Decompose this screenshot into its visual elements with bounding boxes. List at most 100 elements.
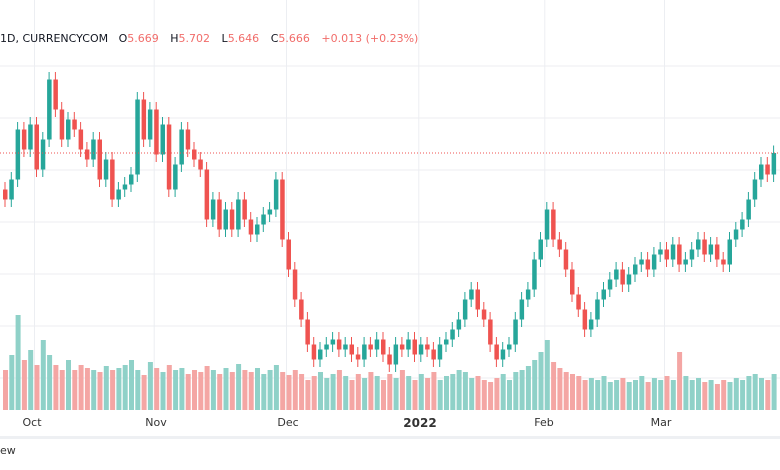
volume-bar (15, 315, 21, 410)
candle-body (740, 219, 745, 230)
high-value: 5.702 (178, 32, 211, 45)
candle-body (450, 329, 455, 340)
volume-bar (393, 378, 399, 410)
candle-body (765, 164, 770, 175)
candle-body (311, 344, 317, 360)
candle-body (141, 99, 147, 140)
x-tick-nov: Nov (145, 416, 167, 429)
volume-bar (229, 372, 235, 410)
candle-body (330, 339, 336, 345)
candle-body (532, 259, 537, 290)
candle-body (544, 209, 550, 240)
candlestick-chart[interactable] (0, 0, 780, 436)
volume-bar (645, 382, 651, 410)
candle-body (66, 119, 71, 140)
candle-body (714, 244, 720, 260)
candle-body (192, 149, 197, 160)
candle-body (418, 344, 424, 355)
candle-body (173, 164, 178, 190)
candle-body (53, 79, 58, 110)
volume-bar (538, 352, 544, 410)
candle-body (437, 344, 443, 360)
candle-body (299, 299, 304, 320)
volume-bar (292, 370, 298, 410)
change-value: +0.013 (+0.23%) (321, 32, 419, 45)
volume-bar (633, 380, 638, 410)
candle-body (286, 239, 291, 270)
volume-bar (374, 376, 380, 410)
candle-body (103, 159, 109, 180)
candle-body (557, 239, 562, 250)
volume-bar (185, 374, 191, 410)
volume-bar (59, 370, 65, 410)
candle-body (582, 309, 588, 330)
volume-bar (40, 340, 46, 410)
candle-body (362, 344, 367, 360)
volume-bar (362, 378, 368, 410)
candle-body (607, 279, 613, 290)
candle-body (721, 259, 726, 265)
low-value: 5.646 (227, 32, 260, 45)
x-tick-mar: Mar (650, 416, 672, 429)
candle-body (229, 209, 235, 230)
volume-bar (595, 380, 601, 410)
volume-bar (752, 374, 758, 410)
candle-body (393, 344, 399, 365)
volume-bar (557, 368, 563, 410)
candle-body (261, 214, 266, 225)
x-tick-feb: Feb (534, 416, 554, 429)
candle-body (59, 109, 65, 140)
candle-body (444, 339, 449, 345)
candle-body (248, 219, 254, 235)
candle-body (645, 259, 651, 270)
candle-body (525, 289, 531, 300)
volume-bar (708, 380, 714, 410)
candle-body (588, 319, 594, 330)
candle-body (116, 189, 121, 200)
candle-body (97, 139, 102, 180)
candle-body (223, 209, 228, 230)
candle-body (670, 244, 676, 260)
volume-bar (677, 352, 683, 410)
volume-bar (129, 360, 134, 410)
volume-bar (481, 380, 487, 410)
candle-body (242, 199, 247, 220)
volume-bar (116, 368, 122, 410)
candle-body (217, 199, 222, 230)
candle-body (651, 254, 657, 270)
volume-bar (273, 365, 279, 410)
candle-body (147, 109, 153, 140)
candle-body (349, 344, 354, 355)
candle-body (406, 339, 411, 350)
volume-bar (601, 376, 607, 410)
candle-body (689, 249, 695, 260)
volume-bar (714, 384, 720, 410)
volume-bar (368, 372, 374, 410)
volume-bar (135, 370, 141, 410)
footer-text: ew (0, 444, 16, 457)
volume-bar (721, 380, 727, 410)
candle-body (374, 339, 380, 350)
candle-body (519, 299, 525, 320)
volume-bar (147, 362, 153, 410)
volume-bar (9, 355, 15, 410)
symbol-info: 1D, CURRENCYCOM (0, 32, 109, 45)
volume-bar (103, 366, 109, 410)
candle-body (677, 244, 682, 265)
volume-bar (727, 382, 733, 410)
volume-bar (444, 376, 449, 410)
volume-bar (494, 378, 500, 410)
volume-bar (78, 365, 84, 410)
candle-body (513, 319, 518, 345)
candle-body (412, 339, 417, 355)
candle-body (154, 109, 159, 155)
volume-bar (614, 380, 620, 410)
volume-bar (683, 376, 689, 410)
volume-bar (702, 382, 708, 410)
volume-bar (500, 374, 506, 410)
candle-body (664, 249, 669, 260)
candle-body (21, 129, 27, 150)
volume-bar (437, 380, 443, 410)
candle-body (236, 199, 241, 230)
volume-bars (3, 315, 777, 410)
